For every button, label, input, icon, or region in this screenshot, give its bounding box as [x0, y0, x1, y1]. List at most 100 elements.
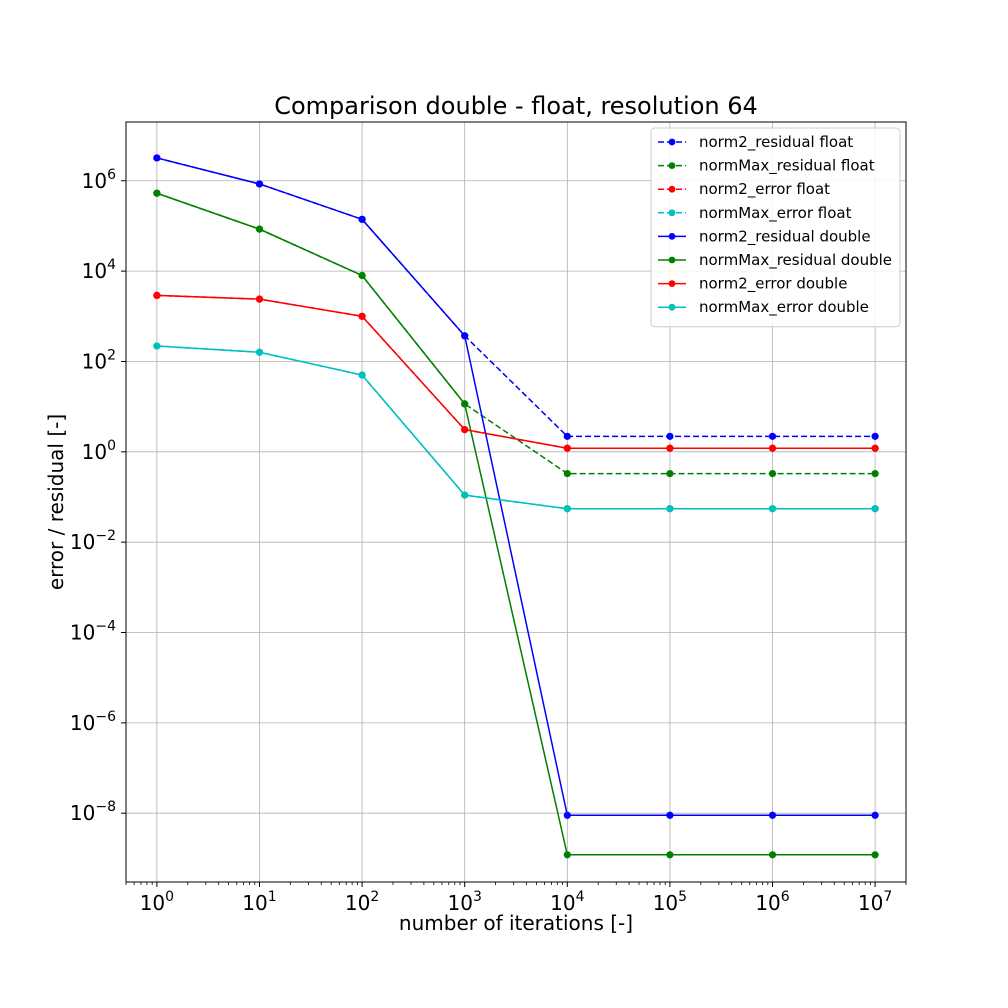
data-point — [666, 811, 674, 819]
data-point — [871, 811, 879, 819]
data-point — [768, 432, 777, 440]
y-tick-exponent: 2 — [107, 347, 116, 363]
y-tick-label: 10−8 — [70, 799, 116, 825]
legend-label: norm2_residual double — [699, 227, 871, 246]
data-point — [871, 444, 879, 452]
legend-label: normMax_error double — [699, 298, 869, 317]
data-point — [768, 811, 777, 819]
x-tick-label: 102 — [345, 889, 379, 915]
data-point — [768, 469, 777, 478]
legend-label: normMax_residual double — [699, 251, 892, 270]
x-tick-base: 10 — [858, 891, 883, 915]
legend-label: normMax_error float — [699, 204, 852, 223]
data-point — [358, 312, 366, 320]
x-tick-exponent: 1 — [268, 889, 277, 905]
series-line — [156, 294, 876, 449]
legend-item: normMax_residual double — [658, 251, 892, 270]
y-tick-base: 10 — [82, 169, 107, 193]
legend-swatch-marker — [668, 303, 676, 311]
y-tick-exponent: 6 — [107, 167, 116, 183]
data-point — [255, 348, 264, 356]
series-norm2-residual-double — [153, 154, 879, 819]
data-point — [563, 432, 571, 440]
chart-title: Comparison double - float, resolution 64 — [274, 92, 758, 120]
x-tick-label: 104 — [550, 889, 584, 915]
data-point — [768, 505, 777, 513]
series-normmax-residual-double — [153, 189, 879, 859]
x-tick-base: 10 — [755, 891, 780, 915]
data-point — [563, 505, 571, 513]
x-tick-base: 10 — [448, 891, 473, 915]
x-tick-label: 103 — [448, 889, 482, 915]
y-tick-label: 102 — [82, 347, 116, 373]
legend-item: normMax_error float — [658, 204, 852, 223]
x-tick-exponent: 5 — [678, 889, 687, 905]
data-point — [563, 851, 571, 859]
y-tick-base: 10 — [70, 621, 95, 645]
x-tick-exponent: 3 — [473, 889, 482, 905]
x-tick-base: 10 — [345, 891, 370, 915]
y-tick-label: 10−2 — [70, 528, 116, 554]
series-line — [156, 157, 876, 438]
y-axis-label: error / residual [-] — [44, 414, 68, 590]
x-axis-label: number of iterations [-] — [399, 911, 633, 935]
y-tick-exponent: 0 — [107, 438, 116, 454]
data-point — [461, 426, 469, 434]
legend-item: norm2_error double — [658, 275, 847, 294]
y-tick-base: 10 — [70, 530, 95, 554]
y-tick-base: 10 — [82, 259, 107, 283]
data-point — [666, 469, 674, 478]
data-point — [358, 271, 366, 280]
data-point — [255, 180, 264, 188]
data-point — [666, 851, 674, 859]
legend-item: norm2_residual double — [658, 227, 871, 246]
series-line — [156, 157, 876, 817]
y-tick-exponent: −8 — [95, 799, 116, 815]
series-line — [156, 192, 876, 856]
legend-swatch-marker — [668, 280, 676, 287]
data-point — [871, 851, 879, 859]
x-tick-exponent: 2 — [370, 889, 379, 905]
data-point — [666, 432, 674, 440]
data-point — [666, 444, 674, 452]
legend-label: norm2_residual float — [699, 133, 853, 152]
data-point — [871, 432, 879, 440]
y-tick-base: 10 — [70, 801, 95, 825]
plot-series — [153, 154, 879, 859]
y-tick-exponent: −6 — [95, 709, 116, 725]
data-point — [358, 371, 366, 379]
x-tick-base: 10 — [550, 891, 575, 915]
legend-label: norm2_error double — [699, 275, 847, 294]
x-tick-label: 106 — [755, 889, 789, 915]
y-tick-label: 106 — [82, 167, 116, 193]
legend-swatch-marker — [668, 185, 676, 193]
x-tick-base: 10 — [242, 891, 267, 915]
x-tick-base: 10 — [140, 891, 165, 915]
legend-item: norm2_error float — [658, 180, 830, 199]
legend-label: normMax_residual float — [699, 157, 875, 176]
legend: norm2_residual float normMax_residual flo… — [650, 127, 901, 328]
y-tick-exponent: −4 — [95, 619, 116, 635]
data-point — [255, 295, 264, 303]
legend-item: norm2_residual float — [658, 133, 853, 152]
y-tick-label: 100 — [82, 438, 116, 464]
data-point — [563, 811, 571, 819]
data-point — [153, 189, 161, 197]
data-point — [153, 291, 161, 300]
x-tick-label: 100 — [140, 889, 174, 915]
x-tick-exponent: 7 — [883, 889, 892, 905]
legend-item: normMax_error double — [658, 298, 869, 317]
series-line — [156, 345, 876, 510]
y-tick-exponent: −2 — [95, 528, 116, 544]
plot-frame — [125, 121, 907, 883]
data-point — [666, 505, 674, 513]
x-axis-ticks: 100 101 102 103 104 105 106 107 — [125, 882, 907, 915]
data-point — [153, 154, 161, 162]
data-point — [153, 342, 161, 350]
x-tick-label: 107 — [858, 889, 892, 915]
series-normmax-error-double — [153, 342, 879, 513]
legend-swatch-marker — [668, 209, 676, 217]
x-tick-exponent: 6 — [781, 889, 790, 905]
